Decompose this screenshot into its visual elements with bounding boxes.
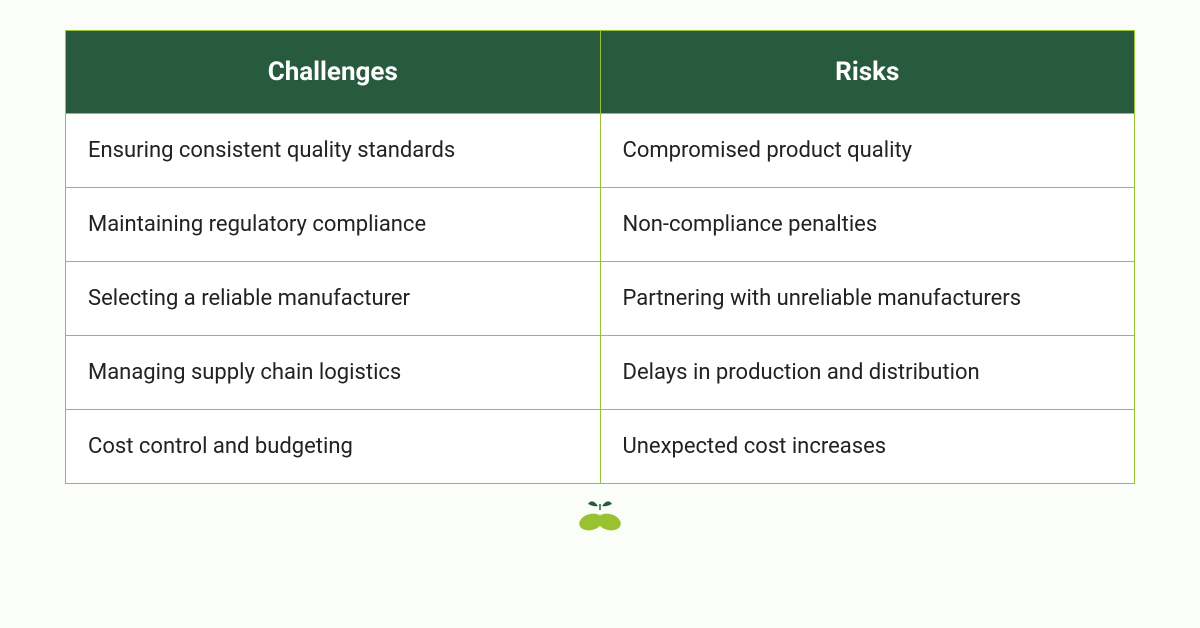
table-row: Managing supply chain logistics Delays i… (66, 336, 1135, 410)
logo-leaf-right (602, 501, 612, 506)
cell-challenge: Cost control and budgeting (66, 410, 601, 484)
cell-risk: Partnering with unreliable manufacturers (600, 262, 1135, 336)
logo-icon (570, 498, 630, 534)
logo-capsule-right (595, 511, 622, 533)
cell-risk: Delays in production and distribution (600, 336, 1135, 410)
header-risks: Risks (600, 31, 1135, 114)
cell-challenge: Ensuring consistent quality standards (66, 114, 601, 188)
logo-leaf-left (588, 501, 598, 506)
table-row: Cost control and budgeting Unexpected co… (66, 410, 1135, 484)
table-header-row: Challenges Risks (66, 31, 1135, 114)
challenges-risks-table: Challenges Risks Ensuring consistent qua… (65, 30, 1135, 484)
cell-challenge: Selecting a reliable manufacturer (66, 262, 601, 336)
cell-risk: Non-compliance penalties (600, 188, 1135, 262)
table-row: Maintaining regulatory compliance Non-co… (66, 188, 1135, 262)
cell-challenge: Maintaining regulatory compliance (66, 188, 601, 262)
cell-risk: Compromised product quality (600, 114, 1135, 188)
cell-challenge: Managing supply chain logistics (66, 336, 601, 410)
header-challenges: Challenges (66, 31, 601, 114)
table-row: Selecting a reliable manufacturer Partne… (66, 262, 1135, 336)
cell-risk: Unexpected cost increases (600, 410, 1135, 484)
table-row: Ensuring consistent quality standards Co… (66, 114, 1135, 188)
